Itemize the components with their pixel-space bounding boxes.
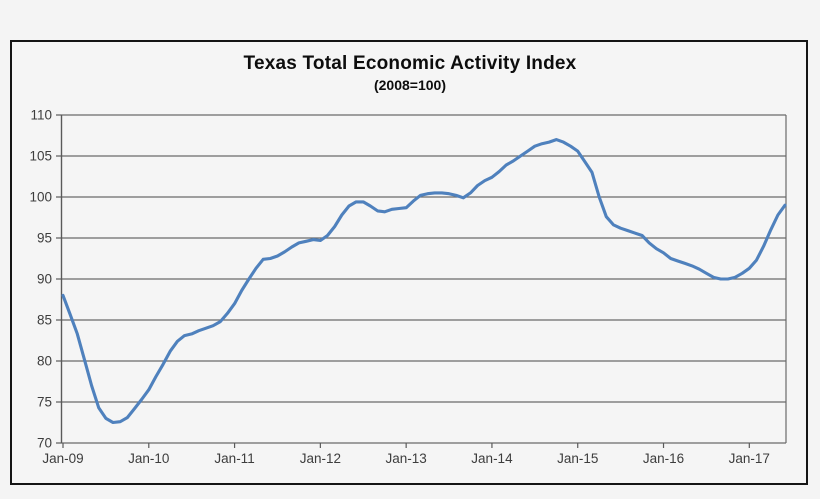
activity-index-line bbox=[61, 138, 787, 425]
y-tick-label: 110 bbox=[30, 108, 52, 123]
x-tick-label: Jan-13 bbox=[386, 451, 427, 466]
x-tick-label: Jan-16 bbox=[643, 451, 684, 466]
chart-frame bbox=[10, 40, 808, 485]
y-tick-label: 80 bbox=[37, 354, 52, 369]
x-tick-labels: Jan-09 Jan-10 Jan-11 Jan-12 Jan-13 Jan-14 Jan-… bbox=[42, 451, 770, 466]
x-axis-ticks bbox=[62, 443, 750, 448]
y-tick-label: 95 bbox=[37, 231, 52, 246]
x-tick-label: Jan-09 bbox=[42, 451, 83, 466]
x-tick-label: Jan-12 bbox=[300, 451, 341, 466]
y-tick-label: 85 bbox=[37, 313, 52, 328]
axes bbox=[60, 115, 787, 443]
y-axis-ticks bbox=[56, 114, 62, 444]
x-tick-label: Jan-11 bbox=[214, 451, 254, 466]
y-tick-label: 75 bbox=[37, 395, 52, 410]
y-tick-label: 105 bbox=[29, 149, 52, 164]
y-tick-label: 70 bbox=[37, 436, 52, 451]
y-tick-labels: 70 75 80 85 90 95 100 105 110 bbox=[29, 108, 52, 451]
x-tick-label: Jan-17 bbox=[729, 451, 770, 466]
x-tick-label: Jan-14 bbox=[471, 451, 513, 466]
x-tick-label: Jan-10 bbox=[128, 451, 169, 466]
x-tick-label: Jan-15 bbox=[557, 451, 598, 466]
gridlines bbox=[61, 114, 786, 444]
chart-subtitle: (2008=100) bbox=[373, 77, 446, 93]
y-tick-label: 100 bbox=[29, 190, 52, 205]
chart-title: Texas Total Economic Activity Index bbox=[243, 53, 577, 74]
y-tick-label: 90 bbox=[37, 272, 52, 287]
data-series bbox=[61, 138, 787, 425]
